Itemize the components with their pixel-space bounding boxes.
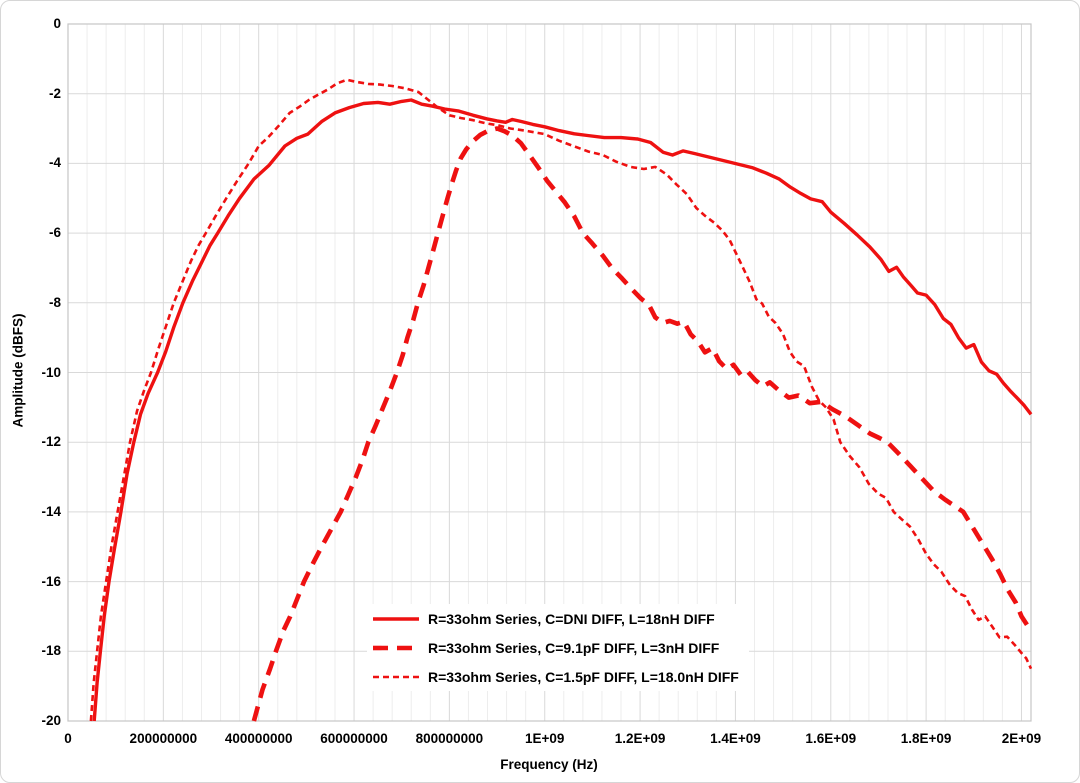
y-tick-label: -12 — [41, 434, 61, 450]
y-tick-label: -20 — [41, 713, 61, 728]
series-line-long-dash — [251, 126, 1034, 722]
y-tick-label: 0 — [53, 16, 61, 31]
legend-row: R=33ohm Series, C=9.1pF DIFF, L=3nH DIFF — [367, 633, 749, 662]
x-tick-label: 1.2E+09 — [614, 731, 666, 746]
legend-line-sample-short-dash — [373, 675, 419, 678]
legend: R=33ohm Series, C=DNI DIFF, L=18nH DIFF … — [367, 604, 749, 691]
x-tick-label: 1.6E+09 — [805, 731, 857, 746]
x-tick-label: 400000000 — [224, 731, 293, 746]
legend-row: R=33ohm Series, C=1.5pF DIFF, L=18.0nH D… — [367, 662, 749, 691]
x-tick-label: 200000000 — [129, 731, 198, 746]
y-tick-label: -4 — [48, 155, 61, 171]
y-tick-label: -10 — [41, 364, 61, 380]
x-tick-label: 1.8E+09 — [900, 731, 952, 746]
x-tick-label: 800000000 — [415, 731, 484, 746]
legend-line-sample-long-dash — [373, 645, 419, 650]
series-line-solid — [92, 98, 1033, 722]
x-axis-title: Frequency (Hz) — [500, 757, 598, 772]
x-tick-label: 1.4E+09 — [710, 731, 761, 746]
plot-border — [67, 23, 1032, 722]
x-tick-label: 0 — [64, 731, 72, 746]
y-tick-label: -18 — [41, 643, 61, 659]
y-axis-title: Amplitude (dBFS) — [10, 313, 26, 428]
y-tick-label: -16 — [41, 573, 61, 589]
legend-label: R=33ohm Series, C=DNI DIFF, L=18nH DIFF — [428, 610, 715, 627]
x-tick-label: 600000000 — [320, 731, 388, 746]
legend-label: R=33ohm Series, C=9.1pF DIFF, L=3nH DIFF — [428, 639, 720, 656]
y-tick-label: -2 — [48, 85, 61, 101]
legend-line-sample-solid — [373, 616, 419, 621]
legend-label: R=33ohm Series, C=1.5pF DIFF, L=18.0nH D… — [428, 668, 739, 685]
y-tick-label: -8 — [48, 294, 61, 310]
x-tick-label: 2E+09 — [1001, 731, 1042, 746]
y-tick-label: -6 — [48, 225, 61, 241]
legend-row: R=33ohm Series, C=DNI DIFF, L=18nH DIFF — [367, 604, 749, 633]
y-tick-label: -14 — [41, 503, 61, 519]
x-tick-label: 1E+09 — [525, 731, 565, 746]
